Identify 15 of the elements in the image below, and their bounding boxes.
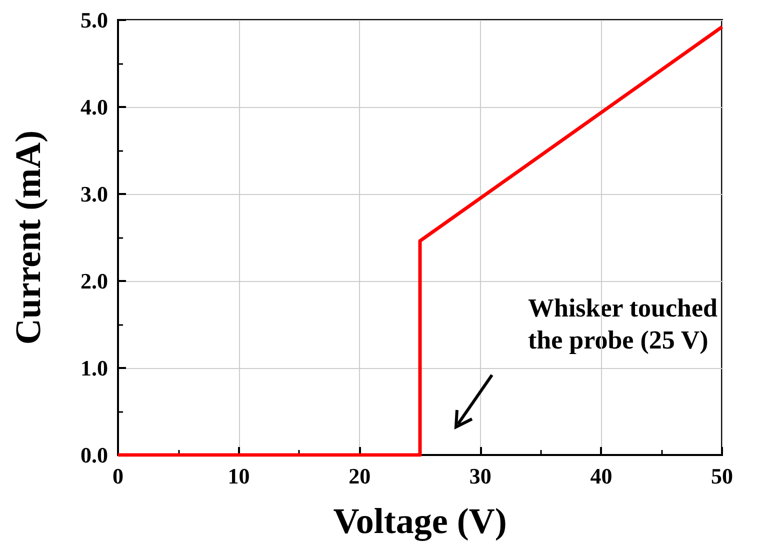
x-tick-label: 30 [469,464,492,488]
x-tick-label: 20 [348,464,371,488]
y-tick-label: 5.0 [80,8,108,32]
y-tick-label: 0.0 [80,442,108,468]
x-axis-title: Voltage (V) [333,501,507,541]
x-tick-label: 40 [590,464,612,488]
y-tick-label: 1.0 [80,356,108,380]
y-axis-title: Current (mA) [8,130,48,345]
y-tick-label: 3.0 [80,182,108,206]
x-tick-label: 10 [228,464,250,488]
x-tick-label: 50 [711,464,733,488]
y-tick-label: 4.0 [80,94,108,120]
x-tick-label: 0 [112,464,124,488]
y-tick-label: 2.0 [80,268,108,294]
annotation: Whisker touched the probe (25 V) [528,294,718,354]
